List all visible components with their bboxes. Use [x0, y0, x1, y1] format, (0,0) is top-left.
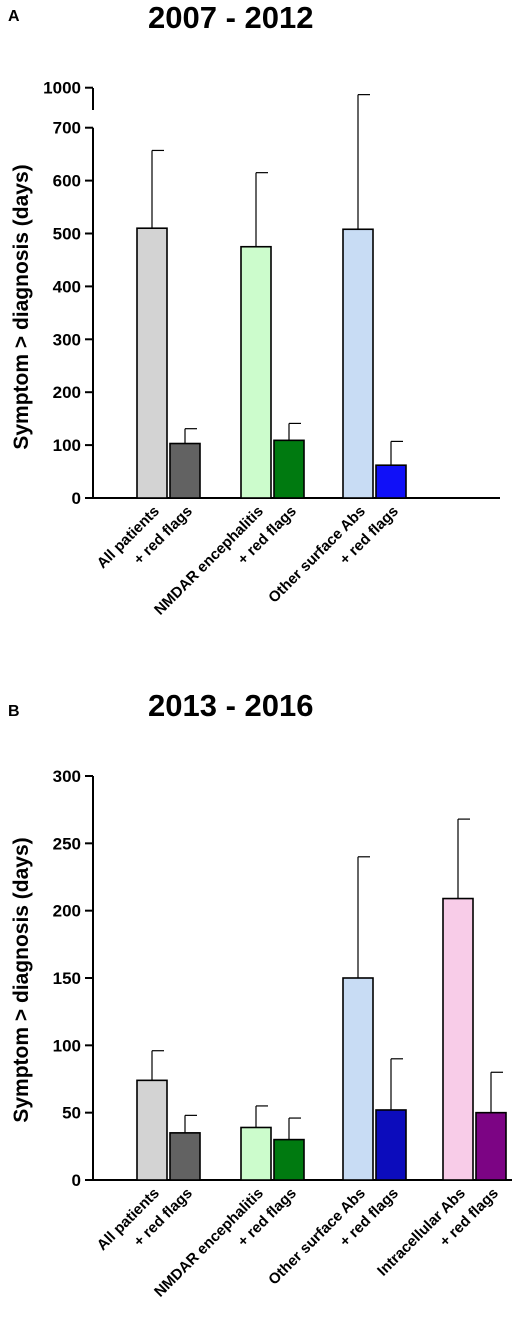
chart-b-y-tick-label: 250: [53, 834, 81, 853]
chart-a-y-tick-label: 200: [53, 383, 81, 402]
chart-b-y-tick-label: 150: [53, 969, 81, 988]
chart-b-bar: [375, 1109, 407, 1181]
chart-a-y-tick-label: 300: [53, 330, 81, 349]
chart-b-bar: [342, 977, 374, 1181]
chart-a-bar: [240, 245, 272, 499]
chart-a-y-axis-label: Symptom > diagnosis (days): [10, 164, 33, 449]
chart-a-bar: [342, 228, 374, 499]
chart-b-y-tick-label: 300: [53, 767, 81, 786]
chart-b-y-tick-label: 200: [53, 902, 81, 921]
chart-a-y-tick-label: 1000: [43, 79, 81, 98]
chart-b-y-tick-label: 50: [62, 1104, 81, 1123]
panel-a-title: 2007 - 2012: [148, 0, 314, 35]
chart-a: Symptom > diagnosis (days) 0 100 200 300 400 5…: [10, 79, 500, 619]
panel-b-title: 2013 - 2016: [148, 688, 314, 723]
chart-a-y-tick-label: 400: [53, 277, 81, 296]
chart-a-bar: [273, 439, 305, 499]
chart-b-y-tick-label: 100: [53, 1036, 81, 1055]
chart-b-bar: [442, 897, 474, 1181]
chart-a-bar: [375, 464, 407, 499]
chart-b-y-axis-label: Symptom > diagnosis (days): [10, 837, 33, 1122]
chart-b-bar: [240, 1126, 272, 1181]
chart-b-bar: [169, 1132, 201, 1181]
chart-a-bar: [136, 227, 168, 499]
chart-a-y-tick-label: 0: [72, 489, 81, 508]
chart-a-bar: [169, 442, 201, 499]
chart-a-y-tick-label: 600: [53, 172, 81, 191]
panel-b-label: B: [8, 703, 20, 720]
panel-a-label: A: [8, 8, 20, 25]
chart-b-bar: [273, 1138, 305, 1181]
chart-a-y-tick-label: 700: [53, 119, 81, 138]
chart-b-bar: [475, 1111, 507, 1181]
chart-b-bar: [136, 1079, 168, 1181]
chart-a-y-tick-label: 100: [53, 436, 81, 455]
chart-a-y-tick-label: 500: [53, 225, 81, 244]
chart-b-y-tick-label: 0: [72, 1171, 81, 1190]
